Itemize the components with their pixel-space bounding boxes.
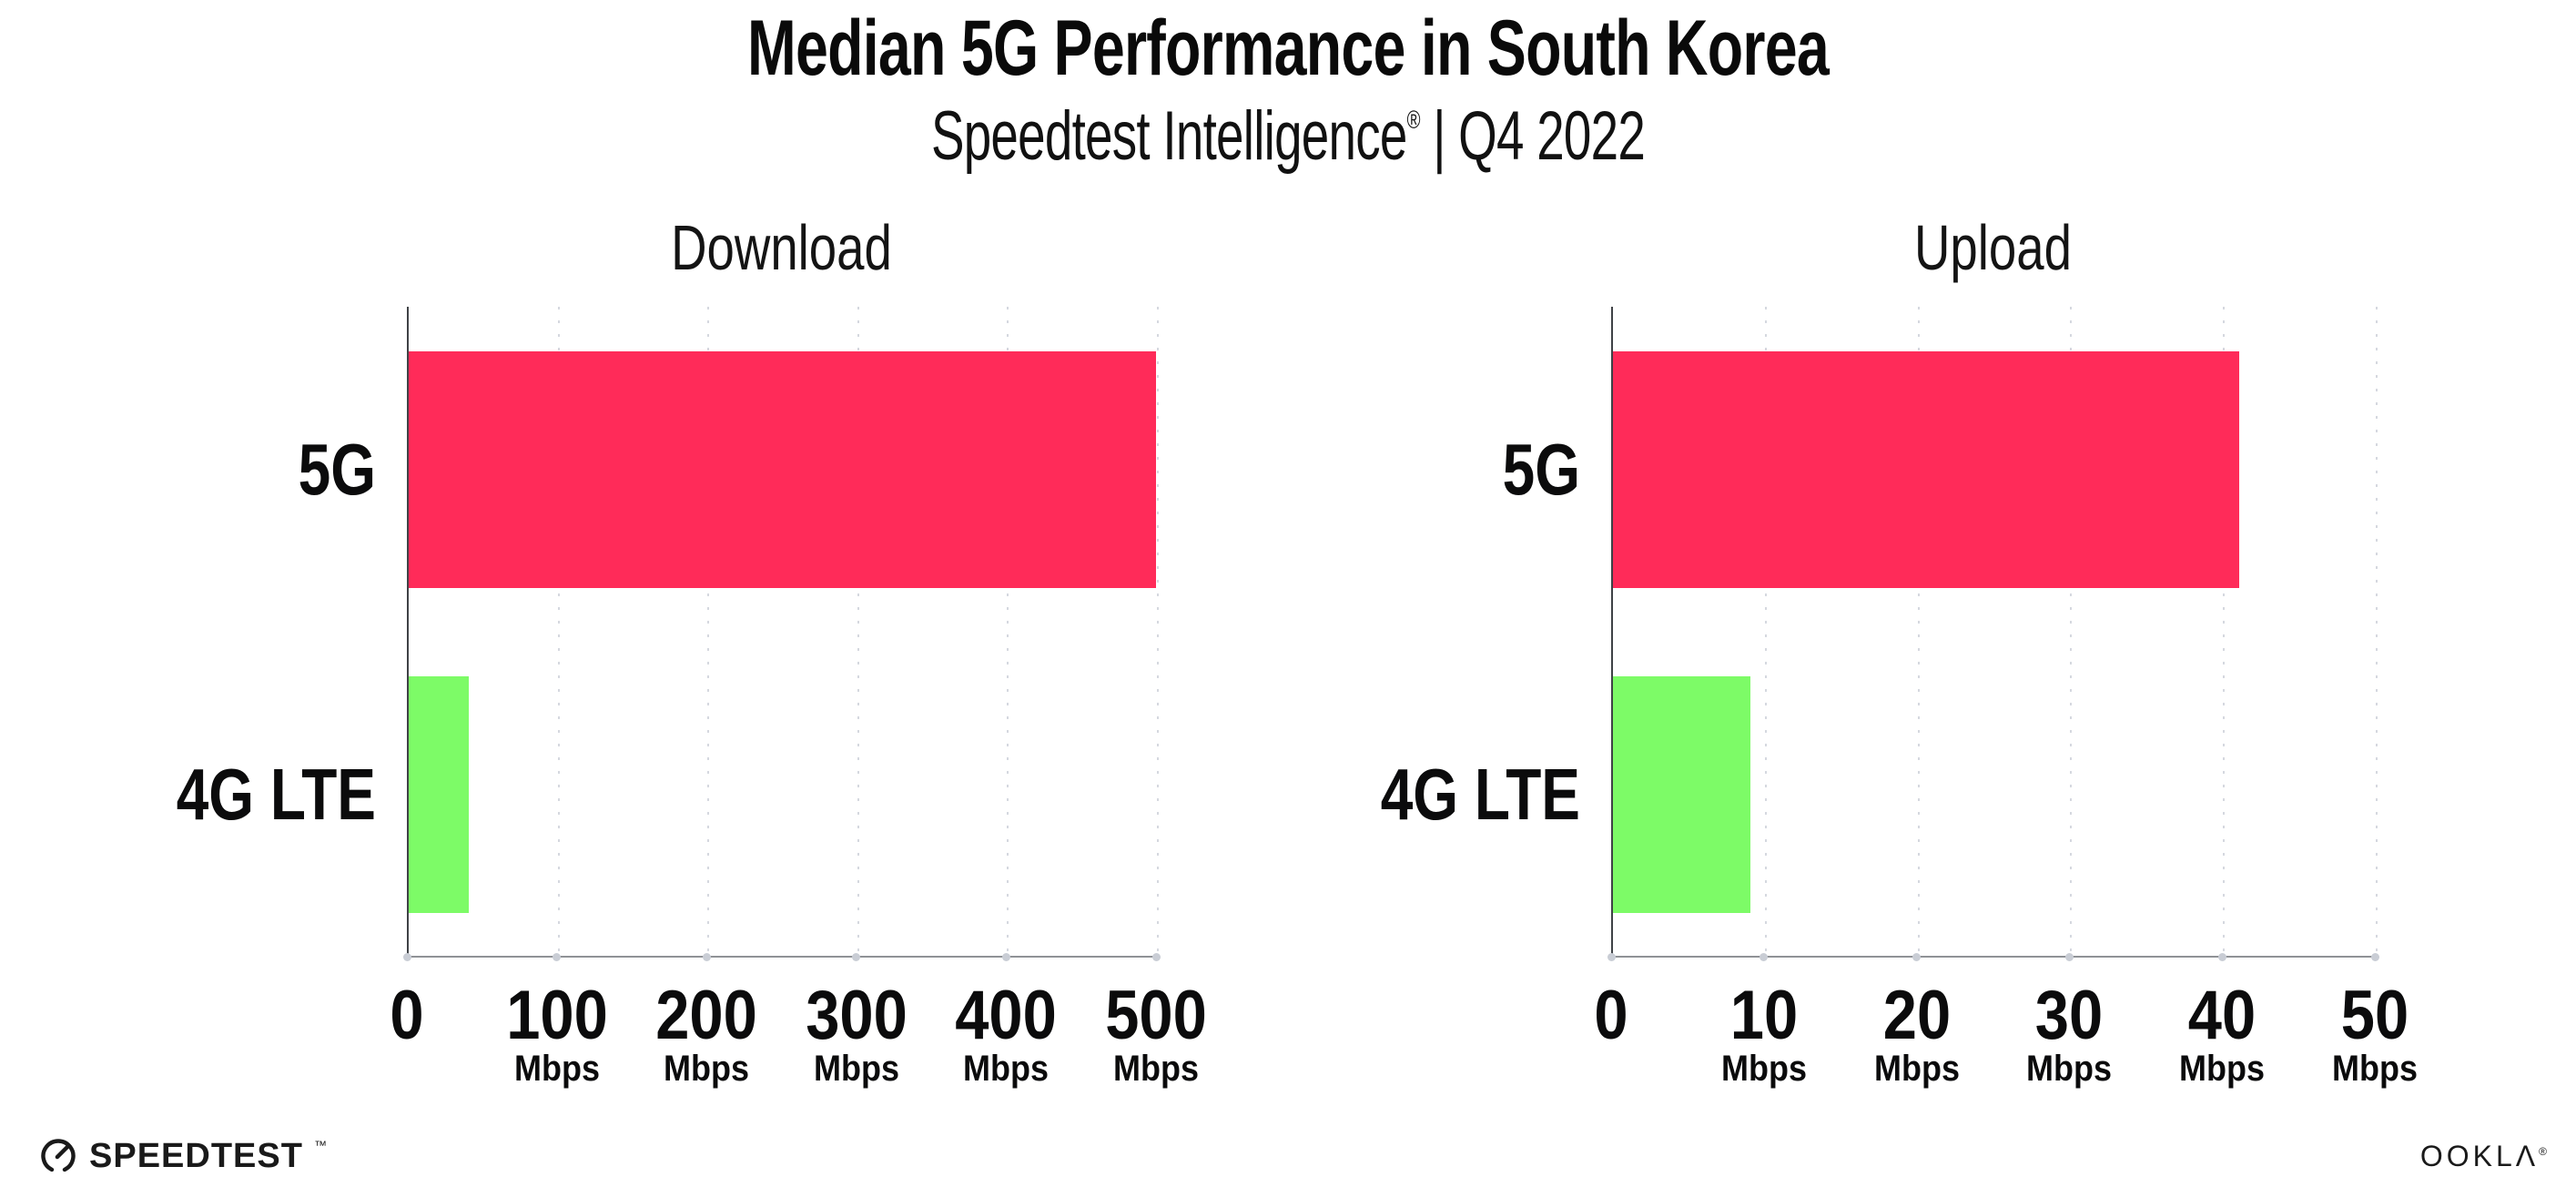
upload-chart-title: Upload <box>1913 212 2073 283</box>
category-label-5g: 5G <box>298 428 376 510</box>
category-label-4g-lte: 4G LTE <box>1380 754 1580 836</box>
x-tick-unit: Mbps <box>664 1049 750 1089</box>
bar-4g-lte <box>409 676 469 914</box>
category-label-4g-lte: 4G LTE <box>176 754 376 836</box>
axis-dot <box>402 953 411 961</box>
subtitle-period: | Q4 2022 <box>1419 97 1646 175</box>
download-chart-title: Download <box>671 212 892 283</box>
registered-mark-icon: ® <box>1406 105 1421 134</box>
x-tick-label: 400 <box>955 977 1058 1054</box>
x-tick-unit: Mbps <box>1720 1049 1807 1089</box>
axis-dot <box>1760 953 1769 961</box>
x-tick-label: 40 <box>2187 977 2257 1054</box>
page-title: Median 5G Performance in South Korea <box>746 5 1830 92</box>
x-tick-unit: Mbps <box>813 1049 899 1089</box>
x-tick-label: 30 <box>2035 977 2104 1054</box>
x-tick-label: 100 <box>505 977 608 1054</box>
x-tick-unit: Mbps <box>2332 1049 2418 1089</box>
gridline <box>2376 307 2378 956</box>
axis-dot <box>1151 953 1161 961</box>
x-tick-label: 50 <box>2340 977 2409 1054</box>
gridline <box>1157 307 1159 956</box>
x-tick-unit: Mbps <box>2179 1049 2266 1089</box>
upload-plot-area <box>1611 307 2378 958</box>
x-tick-label: 10 <box>1729 977 1798 1054</box>
x-tick-unit: Mbps <box>513 1049 600 1089</box>
axis-dot <box>2064 953 2074 961</box>
axis-dot <box>1001 953 1010 961</box>
axis-dot <box>1912 953 1922 961</box>
gridline <box>1007 307 1009 956</box>
category-label-5g: 5G <box>1502 428 1580 510</box>
gridline <box>2223 307 2226 956</box>
axis-dot <box>2217 953 2226 961</box>
gridline <box>1917 307 1920 956</box>
gridline <box>857 307 859 956</box>
gridline <box>2070 307 2073 956</box>
x-tick-label: 200 <box>655 977 757 1054</box>
x-tick-label: 500 <box>1105 977 1207 1054</box>
x-tick-label: 0 <box>1594 977 1628 1054</box>
bar-5g <box>409 350 1157 588</box>
gridline <box>1764 307 1767 956</box>
axis-dot <box>2370 953 2379 961</box>
axis-dot <box>852 953 861 961</box>
subtitle-brand: Speedtest Intelligence <box>930 97 1407 175</box>
bar-5g <box>1613 350 2239 588</box>
gridline <box>707 307 710 956</box>
axis-dot <box>702 953 711 961</box>
x-tick-unit: Mbps <box>2026 1049 2113 1089</box>
bar-4g-lte <box>1613 676 1751 914</box>
x-tick-label: 0 <box>390 977 424 1054</box>
download-plot-area <box>407 307 1159 958</box>
x-tick-label: 300 <box>805 977 908 1054</box>
x-tick-unit: Mbps <box>1113 1049 1199 1089</box>
x-tick-unit: Mbps <box>1873 1049 1960 1089</box>
gridline <box>557 307 560 956</box>
x-tick-label: 20 <box>1882 977 1951 1054</box>
x-tick-unit: Mbps <box>963 1049 1050 1089</box>
axis-dot <box>553 953 562 961</box>
page-subtitle: Speedtest Intelligence® | Q4 2022 <box>360 96 2216 176</box>
axis-dot <box>1607 953 1616 961</box>
